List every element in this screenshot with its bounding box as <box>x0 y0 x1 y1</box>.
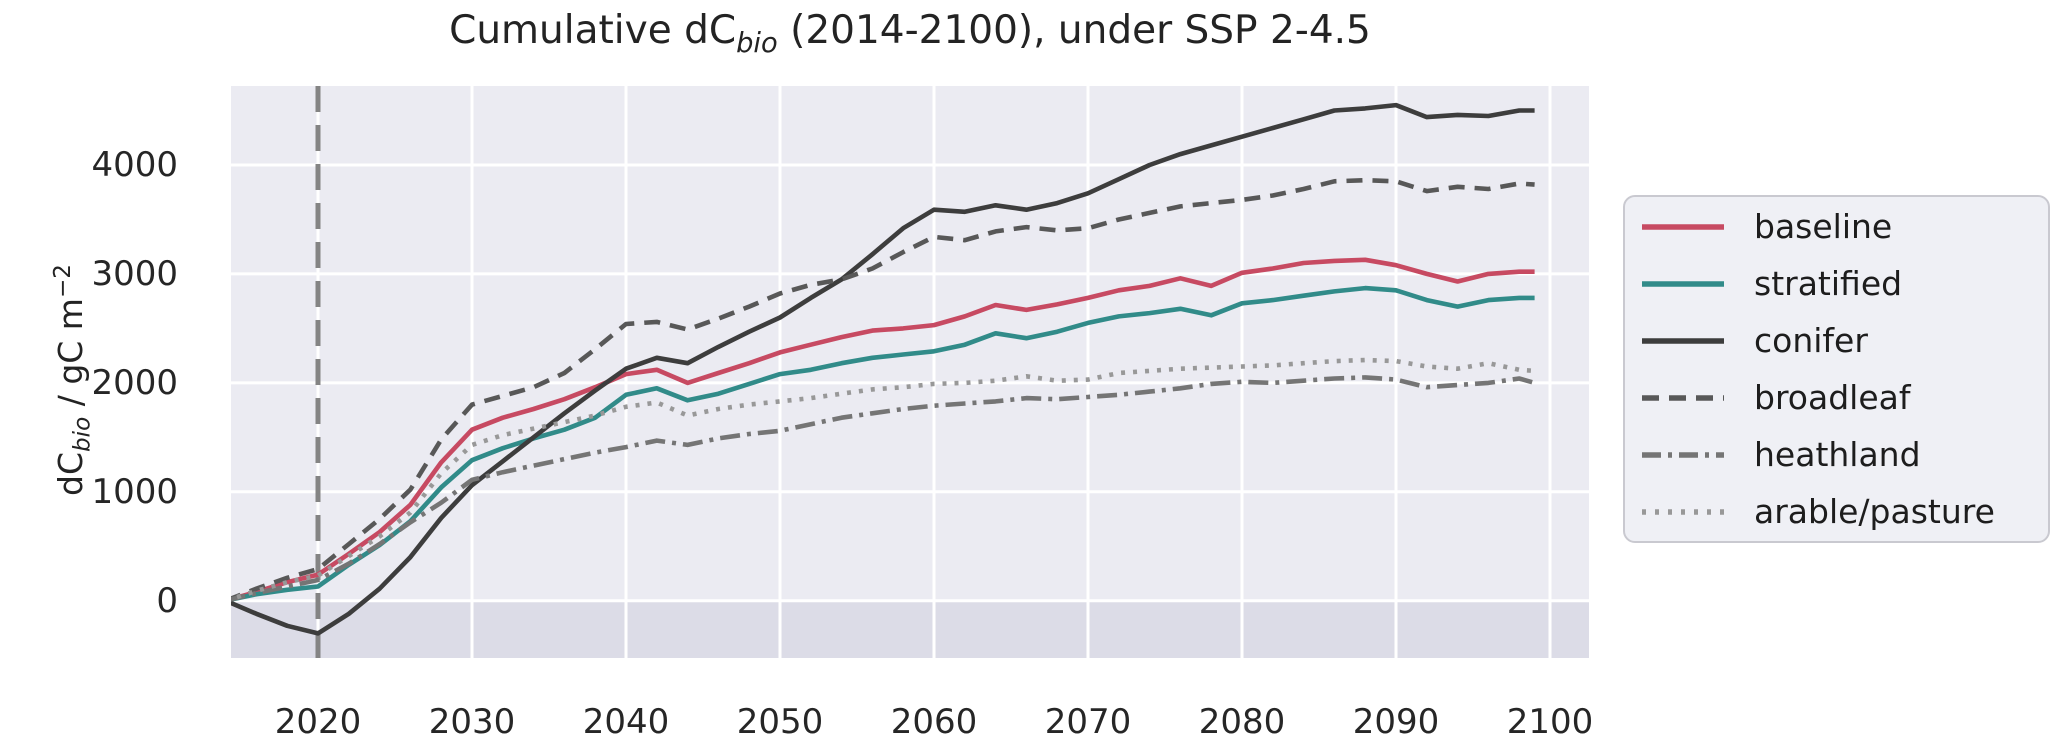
plot-canvas <box>231 86 1589 658</box>
series-line-conifer <box>231 102 1535 636</box>
chart-title: Cumulative dCbio (2014-2100), under SSP … <box>231 8 1589 67</box>
legend-swatch-solid-line-icon <box>1642 223 1724 230</box>
y-tick-label: 3000 <box>91 253 178 294</box>
plot-area <box>231 86 1589 658</box>
legend-swatch-solid-line-icon <box>1642 280 1724 287</box>
legend-swatch-dotted-line-icon <box>1642 508 1724 515</box>
chart-title-subscript: bio <box>736 27 778 59</box>
chart-title-prefix: Cumulative dC <box>449 8 737 53</box>
y-tick-label: 4000 <box>91 145 178 185</box>
x-tick-label: 2030 <box>428 702 516 742</box>
legend-label: stratified <box>1754 264 1903 303</box>
below-zero-band <box>231 600 1589 658</box>
legend-swatch-dashed-line-icon <box>1642 394 1724 401</box>
x-tick-label: 2080 <box>1198 702 1286 742</box>
y-tick-label: 0 <box>156 580 178 621</box>
y-tick-label: 1000 <box>91 471 178 512</box>
y-axis-label-subscript: bio <box>69 416 96 452</box>
legend-label: baseline <box>1754 207 1893 246</box>
legend-row-conifer: conifer <box>1641 312 2048 369</box>
legend-label: heathland <box>1754 435 1921 474</box>
x-tick-label: 2100 <box>1506 702 1594 742</box>
legend-swatch-solid-line-icon <box>1642 337 1724 344</box>
legend-label: conifer <box>1754 321 1868 360</box>
legend: baseline stratified conifer broadleaf heathl… <box>1623 195 2050 543</box>
x-tick-label: 2090 <box>1352 702 1440 742</box>
legend-row-stratified: stratified <box>1641 255 2048 312</box>
series-line-stratified <box>231 285 1535 602</box>
series-line-broadleaf <box>231 177 1535 602</box>
legend-row-heathland: heathland <box>1641 426 2048 483</box>
x-tick-label: 2040 <box>582 702 670 742</box>
chart-title-suffix: (2014-2100), under SSP 2-4.5 <box>777 8 1371 53</box>
series-line-baseline <box>231 257 1535 602</box>
legend-label: broadleaf <box>1754 378 1911 417</box>
legend-row-baseline: baseline <box>1641 198 2048 255</box>
x-tick-label: 2070 <box>1044 702 1132 742</box>
legend-label: arable/pasture <box>1754 492 1995 531</box>
legend-row-arable-pasture: arable/pasture <box>1641 483 2048 540</box>
x-tick-label: 2020 <box>274 702 362 742</box>
x-tick-label: 2060 <box>890 702 978 742</box>
series-line-heathland <box>231 375 1536 602</box>
x-tick-label: 2050 <box>736 702 824 742</box>
legend-row-broadleaf: broadleaf <box>1641 369 2048 426</box>
series-line-arable-pasture <box>231 357 1535 602</box>
legend-swatch-dashdot-line-icon <box>1642 451 1724 458</box>
y-tick-label: 2000 <box>91 362 178 403</box>
